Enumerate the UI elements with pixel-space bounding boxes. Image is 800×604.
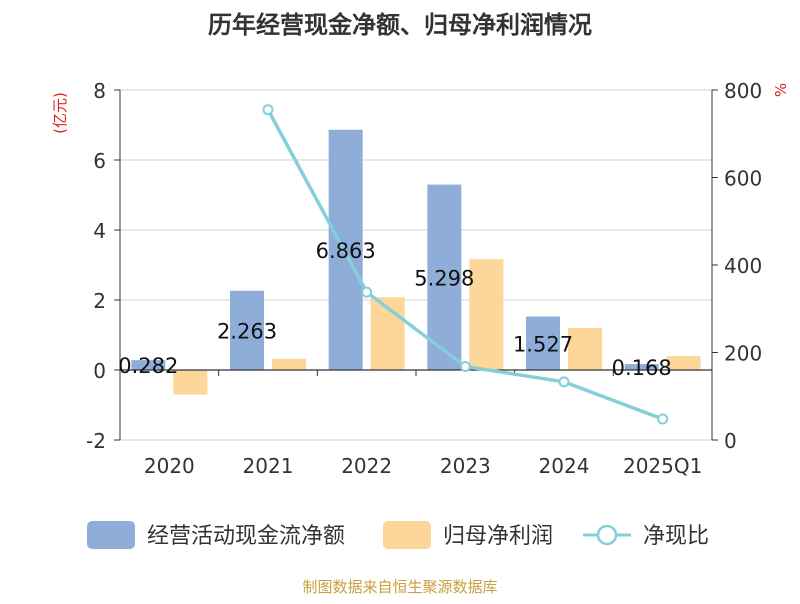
legend-swatch-marker (596, 524, 618, 546)
bar-operating-cash-flow (624, 364, 659, 370)
bar-net-profit (272, 358, 306, 370)
legend-item-operating-cash-flow: 经营活动现金流净额 (87, 521, 345, 549)
left-axis-tick-label: 2 (93, 289, 106, 313)
x-axis-tick-label: 2022 (341, 454, 392, 478)
left-y-axis: -2 0 2 4 6 8 (86, 79, 121, 453)
x-axis: 2020 2021 2022 2023 2024 2025Q1 (144, 454, 702, 478)
right-axis-tick-label: 0 (724, 429, 737, 453)
x-axis-tick-label: 2025Q1 (623, 454, 702, 478)
legend-item-net-cash-ratio: 净现比 (583, 524, 709, 549)
bar-net-profit (568, 328, 602, 370)
bar-series-layer (131, 129, 701, 395)
legend-item-net-profit: 归母净利润 (383, 521, 553, 549)
line-point (361, 286, 373, 298)
legend-label: 归母净利润 (443, 524, 553, 549)
line-point (459, 361, 471, 372)
legend: 经营活动现金流净额 归母净利润 净现比 (87, 521, 709, 549)
bar-operating-cash-flow (526, 316, 560, 370)
left-axis-tick-label: 8 (93, 79, 106, 103)
legend-swatch (87, 521, 135, 549)
bar-net-profit (173, 370, 208, 395)
bar-data-label: 5.298 (414, 266, 474, 290)
right-axis-tick-label: 200 (724, 342, 762, 366)
right-y-axis: 0 200 400 600 800 (711, 79, 762, 453)
source-note: 制图数据来自恒生聚源数据库 (302, 578, 497, 596)
x-axis-tick-label: 2024 (539, 454, 590, 478)
left-axis-tick-label: -2 (86, 429, 106, 453)
line-point (558, 376, 570, 388)
legend-label: 经营活动现金流净额 (147, 524, 345, 549)
chart-title: 历年经营现金净额、归母净利润情况 (208, 11, 592, 39)
bar-operating-cash-flow (230, 290, 264, 370)
line-net-cash-ratio (266, 108, 664, 421)
right-axis-tick-label: 400 (724, 254, 762, 278)
gridlines (120, 89, 712, 441)
left-axis-tick-label: 0 (93, 359, 106, 383)
x-axis-tick-label: 2021 (243, 454, 294, 478)
left-axis-unit-label: (亿元) (51, 92, 69, 134)
bar-data-label: 2.263 (217, 319, 277, 343)
data-labels-layer: 0.282 2.263 6.863 5.298 1.527 0.168 (118, 239, 671, 380)
x-axis-tick-label: 2023 (440, 454, 491, 478)
bar-data-label: 0.282 (118, 354, 178, 378)
line-point (657, 413, 669, 425)
bar-operating-cash-flow (131, 360, 166, 370)
legend-label: 净现比 (643, 524, 709, 549)
right-axis-tick-label: 600 (724, 167, 762, 191)
bar-net-profit (666, 356, 701, 370)
right-axis-unit-label: % (772, 83, 790, 97)
line-point (262, 104, 274, 116)
bar-data-label: 1.527 (513, 332, 573, 356)
right-axis-tick-label: 800 (724, 79, 762, 103)
left-axis-tick-label: 6 (93, 149, 106, 173)
legend-swatch (383, 521, 431, 549)
bar-net-profit (469, 259, 504, 370)
bar-data-label: 0.168 (612, 356, 672, 380)
bar-data-label: 6.863 (316, 239, 376, 263)
x-axis-tick-label: 2020 (144, 454, 195, 478)
bar-operating-cash-flow (427, 184, 462, 370)
left-axis-tick-label: 4 (93, 219, 106, 243)
line-series-layer (262, 104, 669, 425)
